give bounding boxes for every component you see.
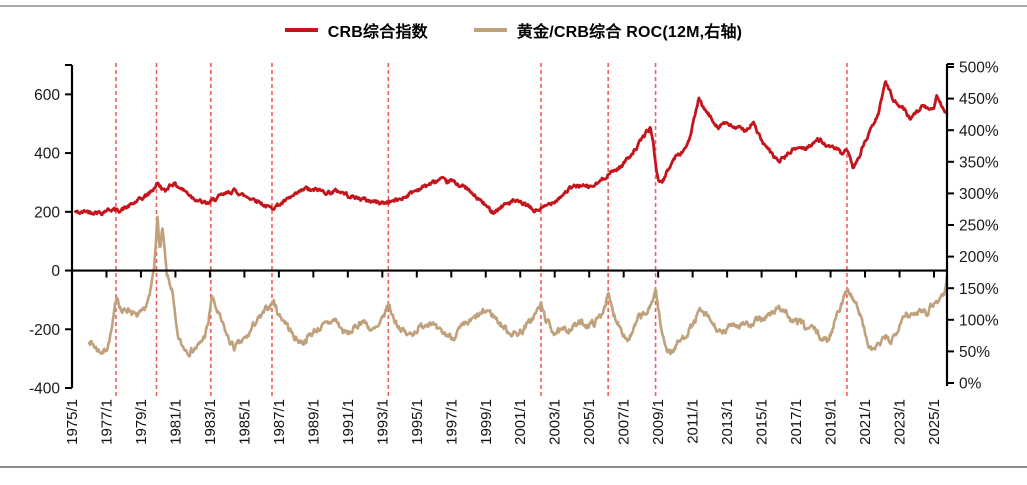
x-axis-year-label: 2011/1 xyxy=(685,399,702,444)
x-axis-year-label: 2015/1 xyxy=(754,399,771,445)
x-axis-year-label: 2009/1 xyxy=(650,399,667,445)
right-axis-label: 0% xyxy=(959,376,982,393)
x-axis-year-label: 2017/1 xyxy=(788,399,805,445)
right-axis-label: 200% xyxy=(959,249,999,266)
x-axis-year-label: 2013/1 xyxy=(719,399,736,445)
right-axis-label: 500% xyxy=(959,60,999,77)
x-axis-ticks-labels: 1975/1 1977/1 1979/1 1981/1 1983/1 1985/1 1987… xyxy=(64,270,943,445)
x-axis-year-label: 2005/1 xyxy=(581,399,598,445)
left-axis-label: 400 xyxy=(34,146,60,163)
x-axis-year-label: 2023/1 xyxy=(892,399,909,445)
left-axis-ticks-labels: 600 400 200 0 -200 -400 xyxy=(29,87,72,398)
right-axis-label: 50% xyxy=(959,344,990,361)
legend-label-gold-crb-roc: 黄金/CRB综合 ROC(12M,右轴) xyxy=(516,24,743,41)
x-axis-year-label: 1975/1 xyxy=(64,399,81,445)
series-lines xyxy=(74,80,949,358)
chart-legend: CRB综合指数 黄金/CRB综合 ROC(12M,右轴) xyxy=(0,18,1027,42)
legend-label-crb-index: CRB综合指数 xyxy=(327,24,428,41)
x-axis-year-label: 1993/1 xyxy=(374,399,391,445)
x-axis-year-label: 1991/1 xyxy=(340,399,357,445)
x-axis-year-label: 1989/1 xyxy=(305,399,322,445)
gold-crb-roc-line xyxy=(87,215,949,358)
bottom-border-rule xyxy=(0,466,1027,468)
left-axis-label: 600 xyxy=(34,87,60,104)
top-border-rule xyxy=(0,5,1027,7)
x-axis-year-label: 1999/1 xyxy=(478,399,495,445)
x-axis-year-label: 2003/1 xyxy=(547,399,564,445)
legend-item-gold-crb-roc: 黄金/CRB综合 ROC(12M,右轴) xyxy=(473,18,743,42)
x-axis-year-label: 2001/1 xyxy=(512,399,529,445)
x-axis-year-label: 2025/1 xyxy=(926,399,943,445)
right-axis-ticks-labels: 500% 450% 400% 350% 300% 250% 200% 150% 100% 50% 0… xyxy=(947,60,999,393)
event-dashed-lines xyxy=(115,63,848,397)
x-axis-year-label: 1983/1 xyxy=(202,399,219,445)
right-axis-label: 250% xyxy=(959,218,999,235)
x-axis-year-label: 1987/1 xyxy=(271,399,288,445)
x-axis-year-label: 2019/1 xyxy=(823,399,840,445)
x-axis-year-label: 1985/1 xyxy=(236,399,253,445)
legend-item-crb-index: CRB综合指数 xyxy=(284,18,428,42)
left-axis-label: -200 xyxy=(29,322,60,339)
x-axis-year-label: 1977/1 xyxy=(98,399,115,445)
x-axis-year-label: 1995/1 xyxy=(409,399,426,445)
x-axis-year-label: 1979/1 xyxy=(133,399,150,445)
right-axis-label: 300% xyxy=(959,186,999,203)
right-axis-label: 350% xyxy=(959,154,999,171)
left-axis-label: 0 xyxy=(51,263,60,280)
right-axis-label: 150% xyxy=(959,281,999,298)
right-axis-label: 450% xyxy=(959,91,999,108)
right-axis-label: 100% xyxy=(959,312,999,329)
left-axis-label: 200 xyxy=(34,204,60,221)
crb-line-swatch-icon xyxy=(284,28,318,32)
gold-roc-line-swatch-icon xyxy=(473,28,507,32)
left-axis-label: -400 xyxy=(29,381,60,398)
x-axis-year-label: 1997/1 xyxy=(443,399,460,445)
x-axis-year-label: 2007/1 xyxy=(616,399,633,445)
crb-index-line xyxy=(74,80,949,217)
x-axis-year-label: 2021/1 xyxy=(857,399,874,445)
right-axis-label: 400% xyxy=(959,123,999,140)
x-axis-year-label: 1981/1 xyxy=(167,399,184,445)
